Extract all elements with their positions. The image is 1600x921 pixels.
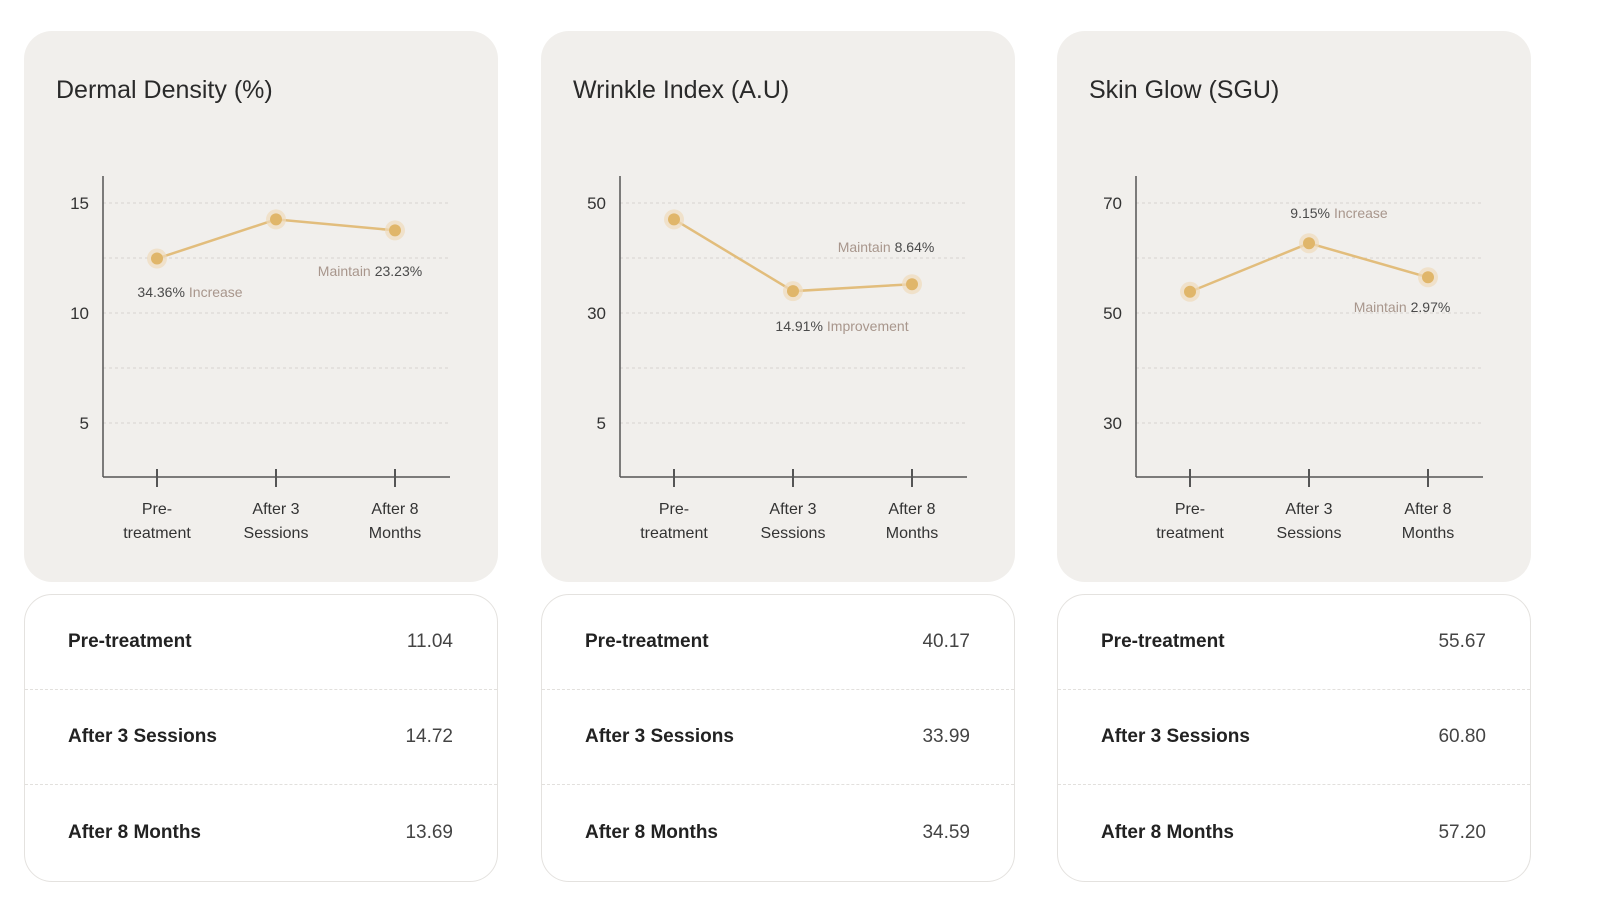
metric-column: Skin Glow (SGU) 70 50 30 Pre-treatment After … [1057, 31, 1531, 882]
x-tick-label: After 8 [371, 501, 418, 518]
table-row: Pre-treatment 40.17 [542, 595, 1014, 690]
annotation: Maintain 8.64% [838, 239, 935, 255]
table-row: After 3 Sessions 14.72 [25, 690, 497, 785]
x-tick-label: Months [369, 525, 421, 542]
row-label: After 3 Sessions [1101, 726, 1250, 747]
y-tick-label: 15 [70, 194, 89, 213]
data-point[interactable] [270, 213, 282, 226]
table-row: Pre-treatment 55.67 [1058, 595, 1530, 690]
values-table: Pre-treatment 11.04 After 3 Sessions 14.… [24, 594, 498, 882]
x-tick-label: Months [886, 525, 938, 542]
x-tick-label: Pre- [142, 501, 172, 518]
row-label: After 8 Months [585, 821, 718, 843]
x-tick-label: Sessions [1277, 525, 1342, 542]
x-tick-label: Pre- [1175, 501, 1205, 518]
chart-card: Skin Glow (SGU) 70 50 30 Pre-treatment After … [1057, 31, 1531, 582]
row-label: Pre-treatment [1101, 631, 1225, 652]
annotation-label: Increase [1334, 205, 1388, 221]
line-chart: 50 30 5 Pre-treatment After 3 Sessions After 8… [587, 176, 967, 542]
annotation-value: 34.36% [137, 284, 184, 300]
annotation: Maintain 23.23% [318, 263, 422, 279]
row-label: Pre-treatment [585, 631, 709, 652]
annotation: Maintain 2.97% [1354, 299, 1451, 315]
y-tick-label: 5 [597, 414, 606, 433]
x-tick-label: After 3 [252, 501, 299, 518]
row-value: 55.67 [1438, 631, 1486, 652]
row-value: 11.04 [406, 631, 453, 652]
y-tick-label: 30 [1103, 414, 1122, 433]
x-tick-label: Pre- [659, 501, 689, 518]
chart-title: Skin Glow (SGU) [1089, 76, 1280, 104]
y-tick-label: 30 [587, 304, 606, 323]
x-tick-label: Sessions [761, 525, 826, 542]
series-line [673, 218, 913, 293]
x-tick-label: treatment [123, 525, 191, 542]
row-value: 60.80 [1438, 726, 1486, 747]
y-tick-label: 50 [587, 194, 606, 213]
x-tick-label: After 8 [1404, 501, 1451, 518]
annotation-label: Maintain [318, 263, 371, 279]
metric-column: Dermal Density (%) 15 10 5 Pre-treatment Afte… [24, 31, 498, 882]
chart-card: Wrinkle Index (A.U) 50 30 5 Pre-treatment Aft… [541, 31, 1015, 582]
x-tick-label: Sessions [244, 525, 309, 542]
row-value: 33.99 [922, 726, 970, 747]
data-point[interactable] [1422, 271, 1434, 284]
data-point[interactable] [1303, 237, 1315, 250]
row-value: 40.17 [922, 631, 970, 652]
chart-title: Wrinkle Index (A.U) [573, 76, 790, 104]
table-row: After 8 Months 34.59 [542, 785, 1014, 880]
annotation-value: 8.64% [895, 239, 935, 255]
data-point[interactable] [787, 285, 799, 298]
data-point[interactable] [389, 224, 401, 237]
row-label: Pre-treatment [68, 631, 192, 652]
table-row: After 3 Sessions 33.99 [542, 690, 1014, 785]
table-row: After 8 Months 57.20 [1058, 785, 1530, 880]
data-point[interactable] [668, 213, 680, 226]
annotation: 14.91% Improvement [775, 318, 908, 334]
x-tick-label: After 8 [888, 501, 935, 518]
row-label: After 8 Months [1101, 821, 1234, 843]
line-chart: 15 10 5 Pre-treatment After 3 Sessions After 8… [70, 176, 450, 542]
line-chart: 70 50 30 Pre-treatment After 3 Sessions After … [1103, 176, 1483, 542]
row-value: 13.69 [405, 821, 453, 843]
y-tick-label: 5 [80, 414, 89, 433]
row-value: 57.20 [1438, 821, 1486, 843]
annotation-value: 9.15% [1290, 205, 1330, 221]
chart-card: Dermal Density (%) 15 10 5 Pre-treatment Afte… [24, 31, 498, 582]
table-row: After 3 Sessions 60.80 [1058, 690, 1530, 785]
table-row: After 8 Months 13.69 [25, 785, 497, 880]
values-table: Pre-treatment 55.67 After 3 Sessions 60.… [1057, 594, 1531, 882]
annotation-label: Improvement [827, 318, 909, 334]
row-value: 14.72 [405, 726, 453, 747]
metric-column: Wrinkle Index (A.U) 50 30 5 Pre-treatment Aft… [541, 31, 1015, 882]
row-label: After 3 Sessions [68, 726, 217, 747]
row-label: After 8 Months [68, 821, 201, 843]
data-point[interactable] [151, 252, 163, 265]
row-label: After 3 Sessions [585, 726, 734, 747]
annotation-label: Maintain [838, 239, 891, 255]
annotation-label: Maintain [1354, 299, 1407, 315]
y-tick-label: 70 [1103, 194, 1122, 213]
annotation: 9.15% Increase [1290, 205, 1388, 221]
annotation-value: 14.91% [775, 318, 822, 334]
annotation: 34.36% Increase [137, 284, 242, 300]
x-tick-label: After 3 [1285, 501, 1332, 518]
x-tick-label: treatment [640, 525, 708, 542]
x-tick-label: treatment [1156, 525, 1224, 542]
annotation-value: 2.97% [1411, 299, 1451, 315]
y-tick-label: 10 [70, 304, 89, 323]
y-tick-label: 50 [1103, 304, 1122, 323]
x-tick-label: Months [1402, 525, 1454, 542]
annotation-value: 23.23% [375, 263, 422, 279]
row-value: 34.59 [922, 821, 970, 843]
values-table: Pre-treatment 40.17 After 3 Sessions 33.… [541, 594, 1015, 882]
data-point[interactable] [906, 278, 918, 291]
x-tick-label: After 3 [769, 501, 816, 518]
annotation-label: Increase [189, 284, 243, 300]
chart-title: Dermal Density (%) [56, 76, 273, 104]
data-point[interactable] [1184, 285, 1196, 298]
table-row: Pre-treatment 11.04 [25, 595, 497, 690]
